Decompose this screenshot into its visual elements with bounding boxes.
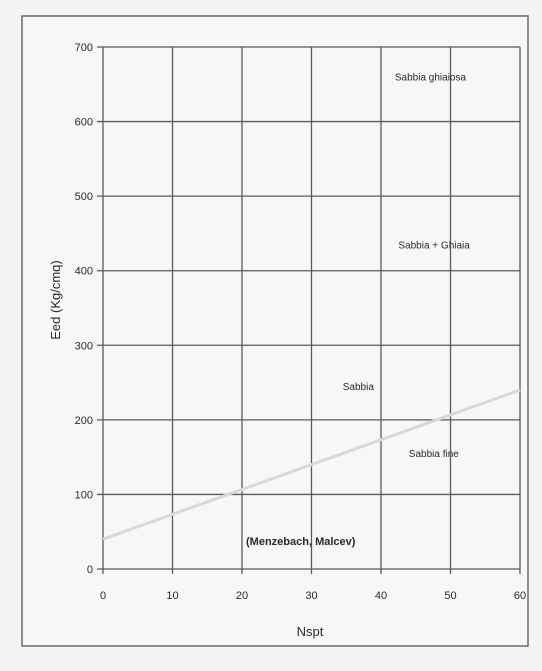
x-tick-label: 0 xyxy=(100,590,106,602)
soil-type-annotation: Sabbia ghiaiosa xyxy=(395,73,467,84)
source-label: (Menzebach, Malcev) xyxy=(246,536,356,548)
soil-type-annotation: Sabbia fine xyxy=(409,449,459,460)
x-tick-label: 10 xyxy=(166,590,178,602)
x-tick-labels: 0 10 20 30 40 50 60 xyxy=(100,590,526,602)
soil-type-annotation: Sabbia xyxy=(343,382,375,393)
x-tick-label: 20 xyxy=(236,590,248,602)
y-tick-label: 0 xyxy=(87,564,93,576)
y-tick-label: 200 xyxy=(75,415,93,427)
x-tick-label: 30 xyxy=(305,590,317,602)
series-lines xyxy=(102,388,521,541)
y-tick-label: 600 xyxy=(75,117,93,129)
grid-lines xyxy=(97,46,521,574)
x-tick-label: 60 xyxy=(514,590,526,602)
y-tick-labels: 0 100 200 300 400 500 600 700 xyxy=(75,42,93,576)
y-tick-label: 400 xyxy=(75,266,93,278)
soil-type-annotation: Sabbia + Ghiaia xyxy=(398,240,470,251)
annotations: Sabbia ghiaiosa Sabbia + Ghiaia Sabbia Sabb… xyxy=(343,73,470,461)
y-tick-label: 700 xyxy=(75,42,93,54)
x-tick-label: 40 xyxy=(375,590,387,602)
y-tick-label: 300 xyxy=(75,340,93,352)
y-tick-label: 500 xyxy=(75,191,93,203)
x-tick-label: 50 xyxy=(444,590,456,602)
chart-frame xyxy=(21,15,529,647)
x-axis-label: Nspt xyxy=(297,624,324,639)
y-tick-label: 100 xyxy=(75,489,93,501)
series-line xyxy=(102,388,521,541)
y-axis-label: Eed (Kg/cmq) xyxy=(48,260,63,339)
